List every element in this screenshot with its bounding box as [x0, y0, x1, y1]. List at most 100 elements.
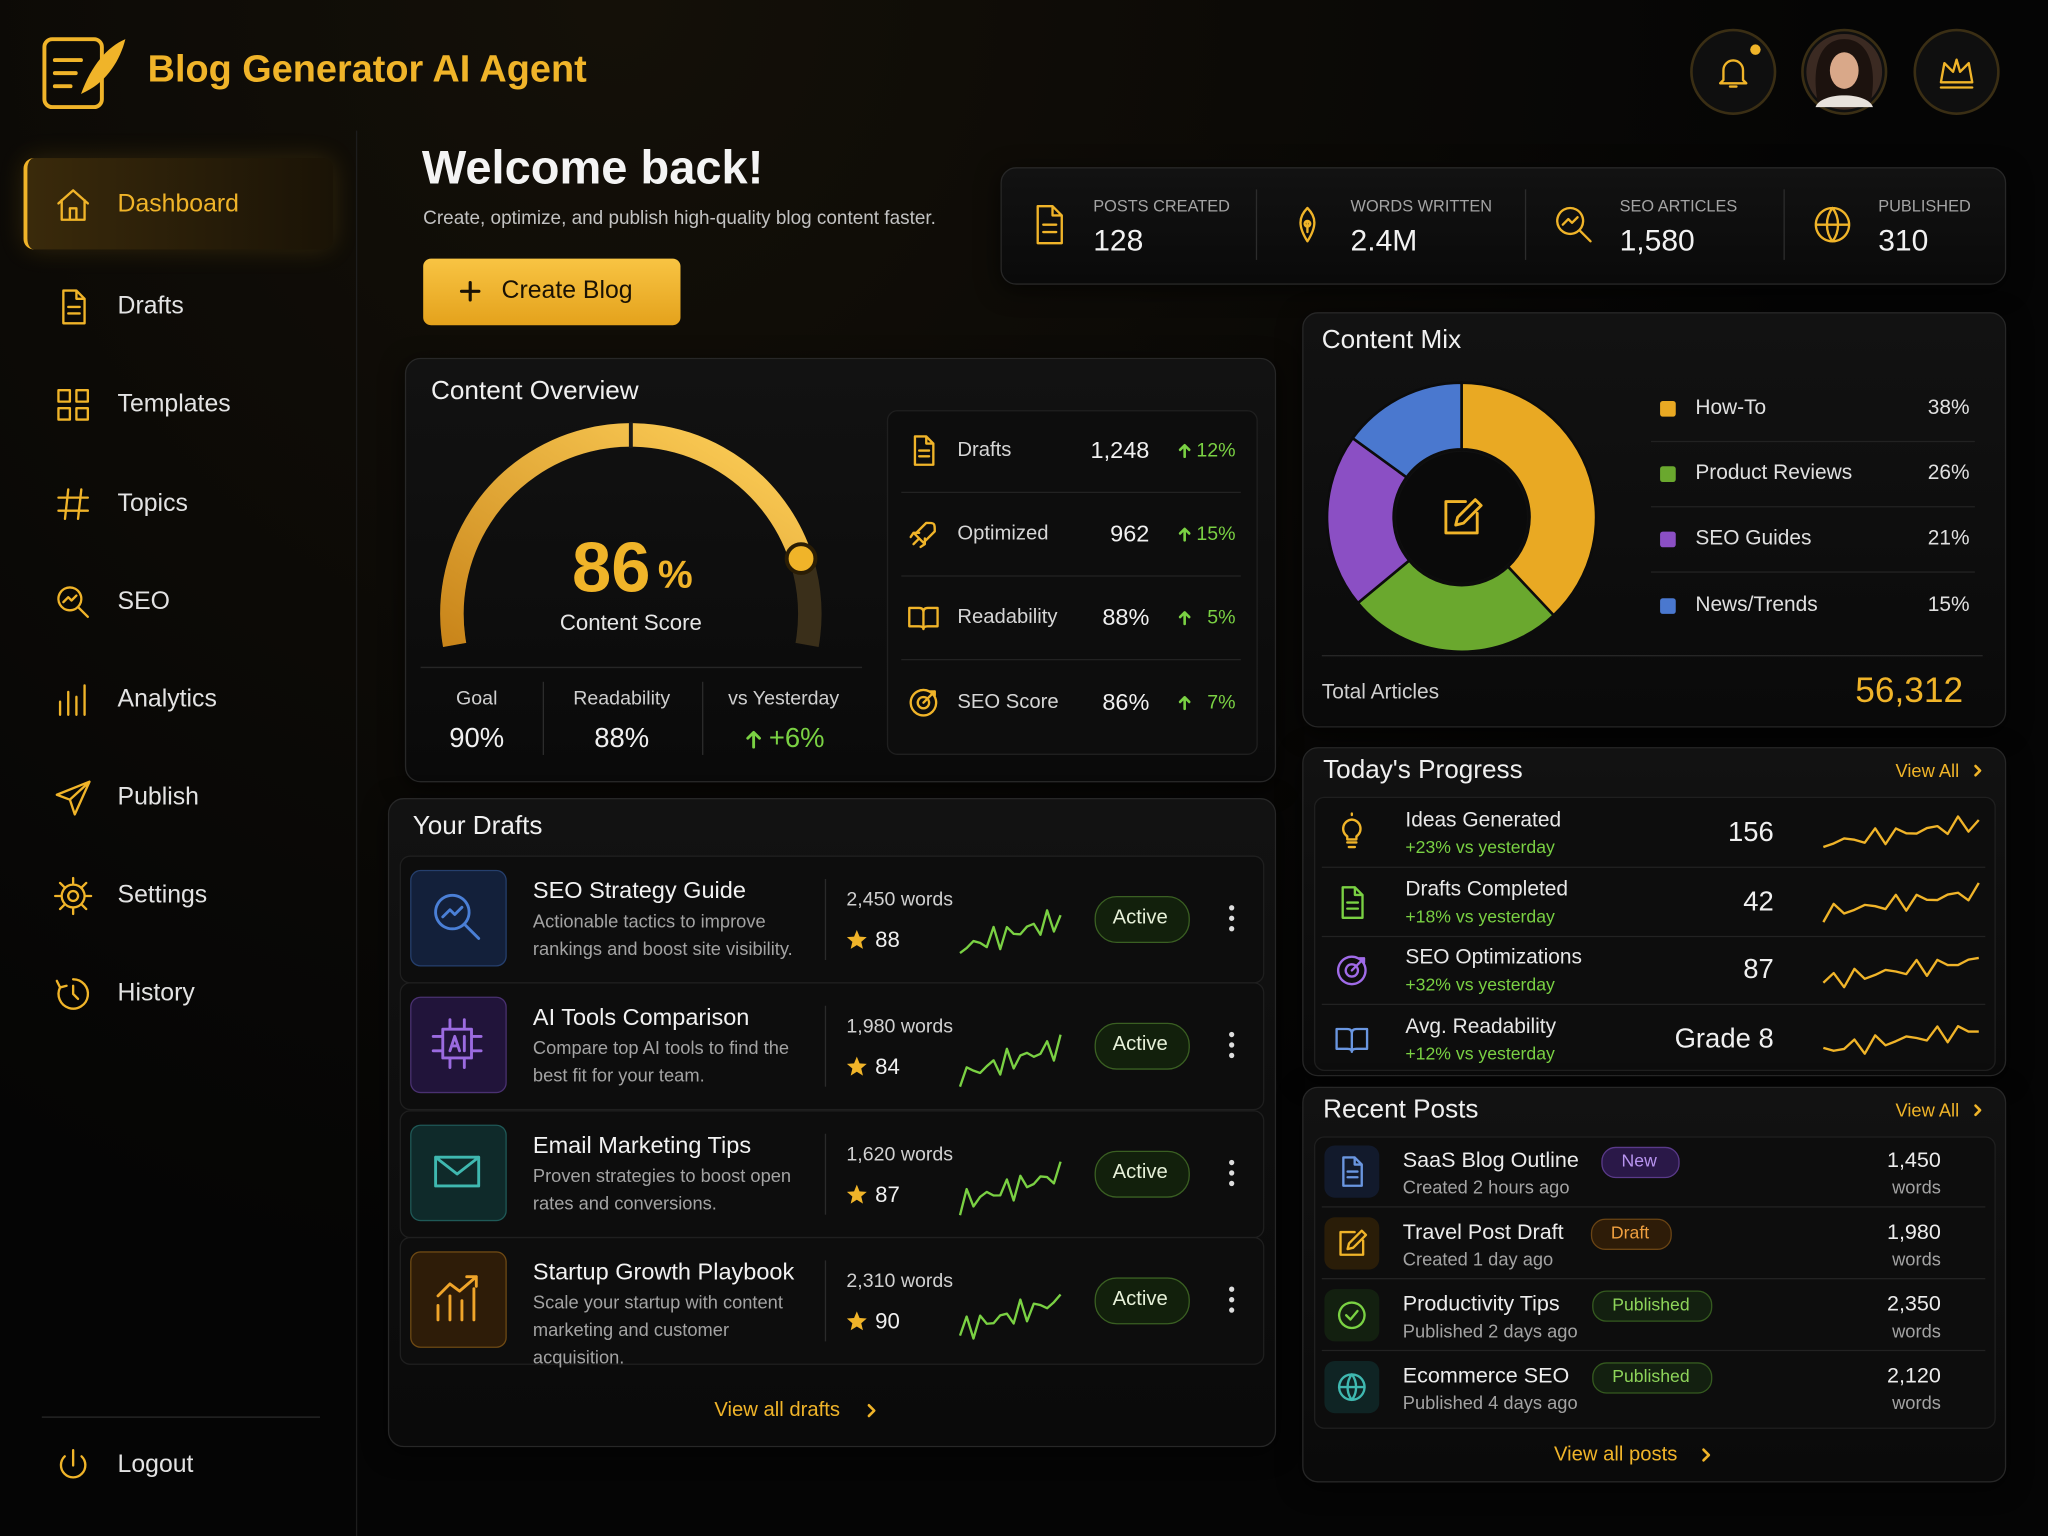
nav-item[interactable]: Topics: [117, 489, 188, 518]
notification-dot: [1750, 44, 1761, 55]
metric-change: 5%: [1207, 606, 1236, 629]
stat-label: POSTS CREATED: [1093, 196, 1230, 216]
nav-item[interactable]: Analytics: [117, 685, 217, 714]
draft-title: AI Tools Comparison: [532, 1003, 750, 1031]
post-words: 2,120: [1886, 1364, 1941, 1388]
nav-icon: [57, 189, 90, 221]
legend-value: 26%: [1927, 462, 1970, 485]
post-icon: [1342, 1156, 1363, 1187]
metric-icon: [909, 521, 936, 549]
stat-icon: [1299, 206, 1316, 243]
stat-label: PUBLISHED: [1878, 196, 1971, 216]
post-title: Travel Post Draft: [1402, 1220, 1564, 1245]
star-icon: [846, 1184, 867, 1204]
legend-swatch: [1660, 400, 1676, 417]
nav-item[interactable]: Dashboard: [117, 190, 239, 219]
kpi-label: vs Yesterday: [728, 687, 840, 710]
status-pill: [1094, 1150, 1190, 1198]
recent-view-all[interactable]: View All: [1895, 1099, 1960, 1121]
chevron: [1702, 1448, 1711, 1462]
nav-item[interactable]: Publish: [117, 783, 199, 812]
kpi-value: 88%: [594, 723, 650, 754]
up-arrow: [746, 730, 761, 749]
progress-change: +23% vs yesterday: [1405, 837, 1555, 858]
app-title: Blog Generator AI Agent: [147, 48, 587, 91]
progress-value: Grade 8: [1674, 1023, 1774, 1054]
nav-icon: [55, 780, 91, 816]
progress-label: Ideas Generated: [1405, 809, 1562, 832]
draft-rating: 88: [875, 927, 900, 953]
progress-value: 42: [1743, 886, 1774, 917]
metric-change: 7%: [1207, 691, 1236, 714]
metric-label: Readability: [957, 606, 1058, 629]
view-all-posts[interactable]: View all posts: [1553, 1443, 1678, 1466]
draft-status: Active: [1112, 1033, 1168, 1056]
nav-item[interactable]: Settings: [117, 881, 208, 910]
star-icon: [846, 1311, 867, 1331]
metrics-box: [886, 410, 1258, 755]
progress-icon: [1335, 1027, 1369, 1054]
draft-icon: [434, 893, 481, 940]
metric-change: 15%: [1196, 522, 1236, 546]
post-icon: [1339, 1229, 1368, 1256]
draft-title: Email Marketing Tips: [532, 1131, 752, 1159]
metric-icon: [908, 606, 939, 631]
progress-sparkline: [1823, 1025, 1979, 1055]
post-badge: [1592, 1362, 1713, 1394]
create-blog-label[interactable]: Create Blog: [501, 276, 633, 305]
welcome-title: Welcome back!: [421, 140, 764, 194]
logo-quill: [80, 39, 126, 95]
legend-value: 15%: [1927, 594, 1970, 617]
metric-label: SEO Score: [957, 691, 1059, 714]
post-meta: Published 2 days ago: [1402, 1320, 1578, 1342]
donut-icon: [1444, 498, 1483, 535]
post-words-unit: words: [1892, 1392, 1941, 1414]
nav-item[interactable]: Drafts: [117, 292, 184, 321]
score-value: 86: [572, 528, 651, 608]
post-words: 1,450: [1886, 1148, 1941, 1173]
post-words: 2,350: [1886, 1292, 1941, 1316]
progress-label: Drafts Completed: [1405, 878, 1568, 901]
score-label: Content Score: [559, 610, 702, 636]
status-pill: [1094, 1277, 1190, 1325]
up-arrow: [1178, 527, 1191, 542]
draft-thumbnail: [410, 996, 507, 1094]
post-icon: [1337, 1301, 1366, 1330]
draft-rating: 90: [875, 1309, 900, 1334]
draft-words: 2,450 words: [846, 888, 954, 911]
draft-title: SEO Strategy Guide: [532, 877, 746, 904]
logout[interactable]: Logout: [117, 1451, 194, 1479]
draft-status: Active: [1112, 1161, 1168, 1184]
nav-item[interactable]: History: [117, 979, 195, 1008]
post-meta: Created 2 hours ago: [1402, 1176, 1570, 1198]
progress-view-all[interactable]: View All: [1895, 760, 1960, 781]
star-icon: [846, 1056, 867, 1076]
notifications-icon: [1718, 59, 1748, 88]
chevron: [1974, 1104, 1982, 1117]
metric-value: 962: [1110, 520, 1150, 547]
metric-icon: [909, 688, 938, 717]
donut-slice: [1350, 381, 1463, 480]
nav-active-bg: [23, 158, 334, 250]
post-words: 1,980: [1886, 1220, 1941, 1245]
legend-swatch: [1660, 466, 1676, 482]
nav-icon: [62, 289, 86, 325]
post-icon-bg: [1324, 1289, 1380, 1342]
nav-item[interactable]: Templates: [117, 390, 231, 419]
icon-button: [1690, 28, 1777, 115]
view-all-drafts[interactable]: View all drafts: [714, 1398, 840, 1422]
draft-thumbnail: [410, 1251, 507, 1348]
chevron: [1974, 764, 1982, 777]
progress-icon: [1341, 886, 1364, 919]
drafts-title: Your Drafts: [412, 811, 543, 841]
status-pill: [1094, 1022, 1190, 1070]
stat-icon: [1814, 206, 1851, 243]
stat-value: 310: [1878, 223, 1929, 258]
mix-title: Content Mix: [1321, 325, 1462, 355]
donut-slice: [1460, 381, 1598, 618]
stat-value: 128: [1093, 223, 1144, 258]
nav-icon: [57, 586, 90, 618]
draft-thumbnail: [410, 869, 507, 967]
nav-item[interactable]: SEO: [117, 587, 170, 616]
kpi-label: Goal: [456, 687, 498, 710]
